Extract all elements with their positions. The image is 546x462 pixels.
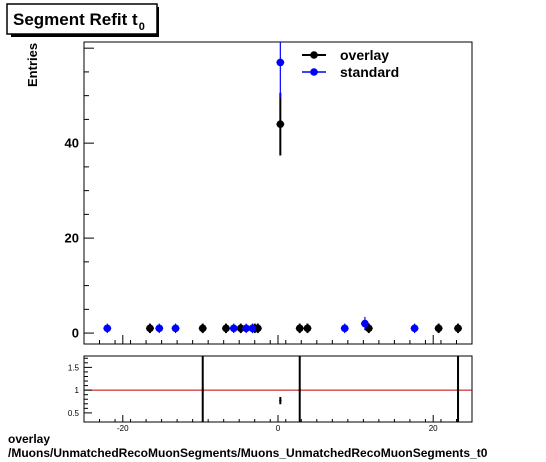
chart-title-subscript: 0 [139,21,145,33]
data-point-standard [242,324,250,333]
legend-label-standard: standard [340,64,399,80]
data-point-overlay [254,324,262,333]
y-tick-label: 20 [65,231,79,246]
legend-label-overlay: overlay [340,47,389,63]
ratio-point [298,388,301,392]
data-point-overlay [222,324,230,333]
data-point-overlay [303,324,312,333]
y-tick-label: 0 [72,326,79,341]
footer-line-1: overlay [8,432,51,446]
y-tick-label: 40 [65,136,79,151]
ratio-x-tick-label: 20 [429,424,438,433]
ratio-y-tick-label: 1.5 [68,363,80,372]
main-axes: 0 20 40 [65,47,473,344]
title-box: Segment Refit t0 [6,3,159,37]
main-plot-frame [83,41,473,345]
footer-line-2: /Muons/UnmatchedRecoMuonSegments/Muons_U… [8,446,488,460]
data-point-standard [361,319,369,328]
ratio-point [456,388,460,392]
legend-marker-standard [310,68,318,76]
y-axis-label: Entries [25,43,40,87]
data-point-standard [410,324,419,333]
ratio-point [279,399,282,402]
ratio-point [201,388,204,392]
data-point-standard [171,324,180,333]
main-series [103,42,463,334]
legend-marker-overlay [310,51,318,59]
data-point-standard [248,324,257,333]
data-point-overlay [276,120,285,128]
ratio-plot-frame [83,355,473,423]
data-point-overlay [295,324,304,333]
series-overlay [145,92,463,334]
ratio-series [201,356,460,422]
data-point-overlay [198,324,207,333]
chart-title: Segment Refit t [13,10,138,29]
data-point-standard [340,324,349,333]
series-standard [103,42,419,334]
data-point-standard [103,324,112,333]
data-point-standard [276,58,285,67]
ratio-axes: 0.5 1 1.5 -20 0 20 [68,357,473,433]
data-point-overlay [454,324,462,333]
data-point-overlay [236,324,245,333]
svg-text:Segment Refit t0: Segment Refit t0 [13,10,145,33]
ratio-y-tick-label: 1 [75,386,80,395]
data-point-overlay [434,324,443,333]
data-point-overlay [146,324,154,333]
data-point-standard [229,324,238,333]
ratio-x-tick-label: 0 [276,424,281,433]
data-point-standard [155,324,164,333]
legend: overlay standard [302,47,399,80]
ratio-y-tick-label: 0.5 [68,409,80,418]
ratio-x-tick-label: -20 [117,424,129,433]
